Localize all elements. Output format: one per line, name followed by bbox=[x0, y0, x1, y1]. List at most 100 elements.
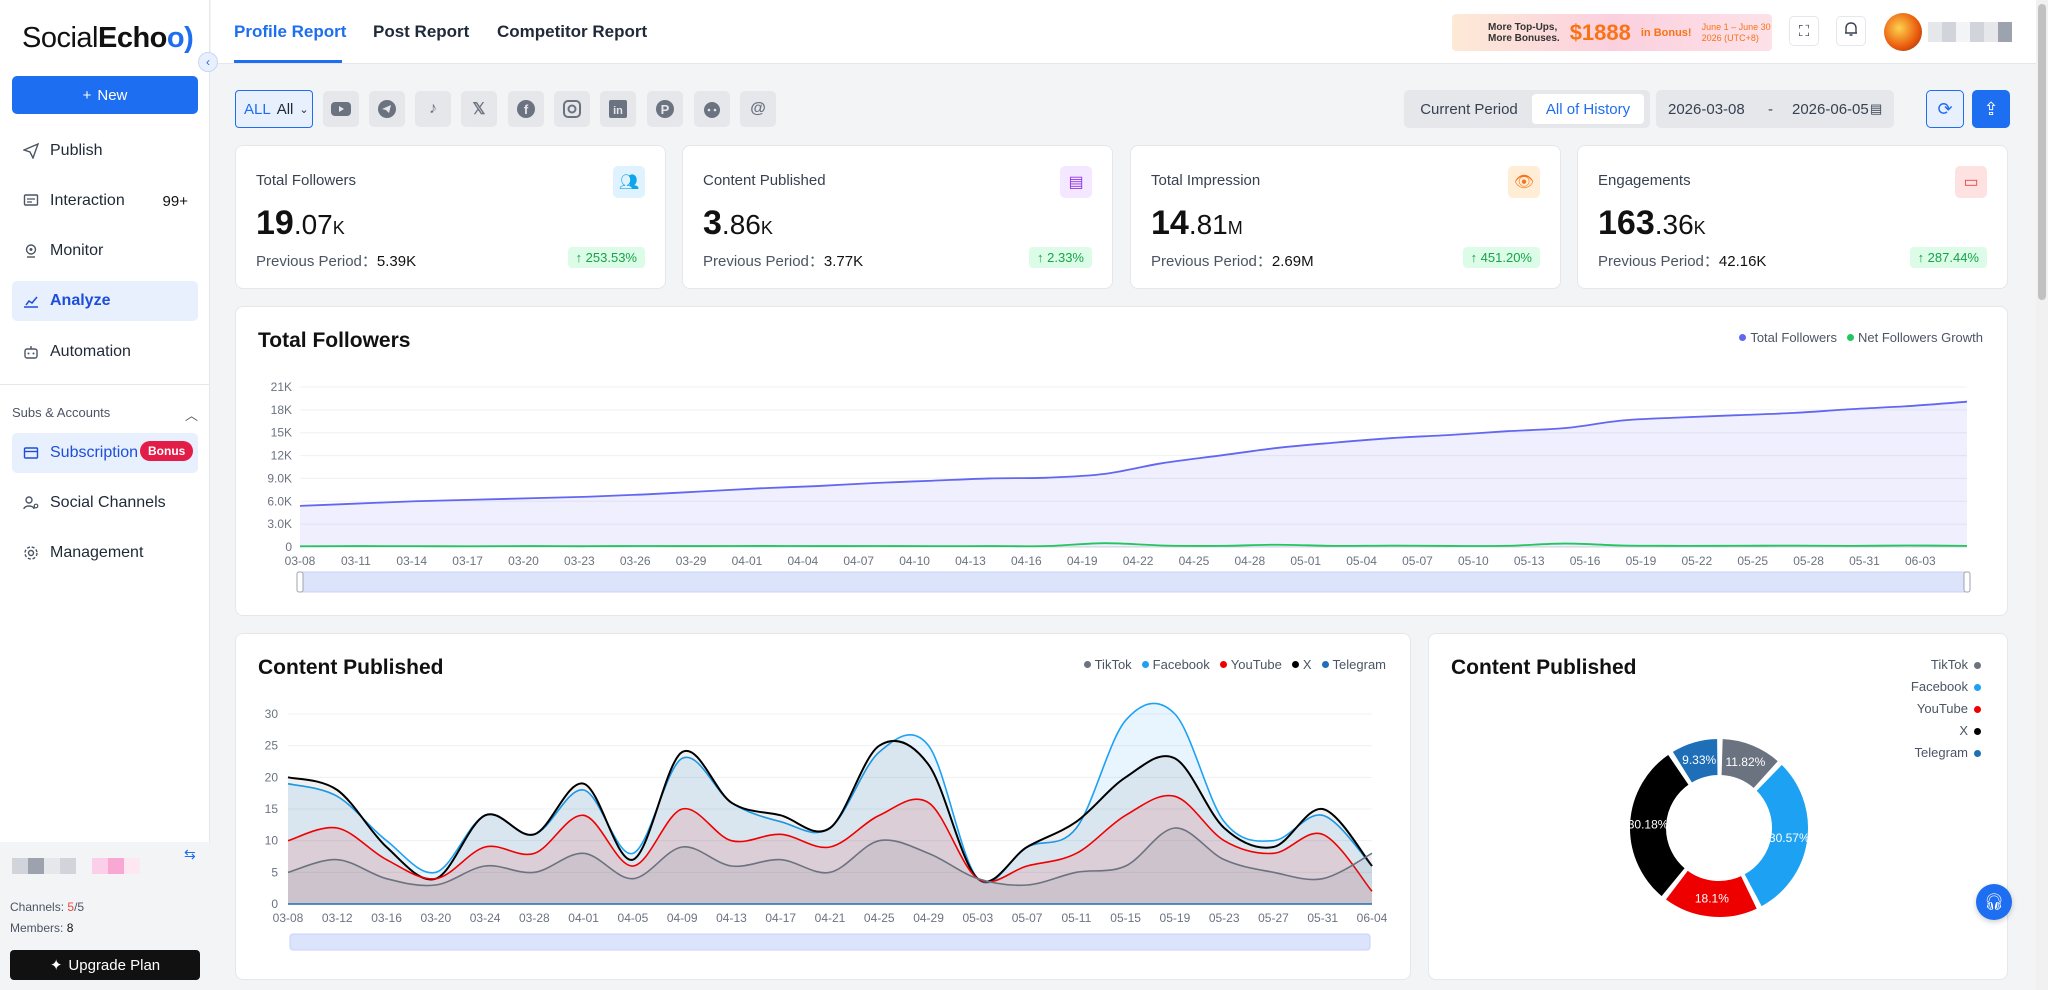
tab-competitor-report[interactable]: Competitor Report bbox=[497, 22, 648, 41]
facebook-icon[interactable]: f bbox=[508, 91, 544, 127]
x-tick-label: 04-19 bbox=[1067, 554, 1098, 568]
x-tick-label: 03-20 bbox=[420, 911, 451, 925]
support-button[interactable]: 🎧︎ bbox=[1976, 884, 2012, 920]
notifications-button[interactable] bbox=[1836, 16, 1866, 46]
members-count: Members: 8 bbox=[10, 921, 74, 935]
date-range-picker[interactable]: 2026-03-08 - 2026-06-05 ▤ bbox=[1656, 90, 1894, 128]
x-tick-label: 03-24 bbox=[470, 911, 501, 925]
upgrade-plan-button[interactable]: ✦ Upgrade Plan bbox=[10, 950, 200, 980]
location-icon bbox=[22, 242, 40, 260]
x-tick-label: 04-13 bbox=[716, 911, 747, 925]
promo-amount: $1888 bbox=[1569, 19, 1631, 45]
legend-facebook[interactable]: Facebook bbox=[1911, 676, 1981, 698]
robot-icon bbox=[22, 343, 40, 361]
fullscreen-button[interactable]: ⛶ bbox=[1789, 16, 1819, 46]
current-period-option[interactable]: Current Period bbox=[1420, 100, 1518, 118]
legend-tiktok[interactable]: TikTok bbox=[1911, 654, 1981, 676]
y-tick-label: 15 bbox=[265, 802, 279, 816]
legend-youtube[interactable]: YouTube bbox=[1219, 657, 1282, 672]
stat-value: 3.86K bbox=[703, 204, 773, 242]
x-tick-label: 04-16 bbox=[1011, 554, 1042, 568]
series-line-tiktok bbox=[287, 827, 1373, 887]
series-area-x bbox=[288, 740, 1372, 904]
panel-title: Total Followers bbox=[258, 329, 411, 352]
promo-suffix: in Bonus! bbox=[1640, 26, 1692, 39]
chat-icon bbox=[22, 192, 40, 210]
legend-x[interactable]: X bbox=[1911, 720, 1981, 742]
switch-icon[interactable]: ⇆ bbox=[184, 846, 196, 862]
pie-legend: TikTok Facebook YouTube X Telegram bbox=[1911, 654, 1981, 764]
zoom-slider bbox=[289, 933, 1371, 951]
series-area-total-followers bbox=[300, 401, 1967, 547]
user-name-blurred[interactable] bbox=[1928, 22, 2012, 42]
selected-value: All bbox=[276, 100, 294, 118]
legend-net-followers-growth[interactable]: Net Followers Growth bbox=[1847, 330, 1983, 345]
reddit-icon[interactable] bbox=[694, 91, 730, 127]
active-tab-indicator bbox=[234, 60, 342, 63]
account-avatars[interactable] bbox=[12, 858, 140, 874]
linkedin-icon[interactable]: in bbox=[600, 91, 636, 127]
stat-title: Engagements bbox=[1598, 172, 1691, 189]
x-icon[interactable]: 𝕏 bbox=[461, 91, 497, 127]
tab-profile-report[interactable]: Profile Report bbox=[234, 22, 347, 41]
new-button-label: New bbox=[97, 86, 128, 104]
sidebar-item-analyze[interactable]: Analyze bbox=[12, 281, 198, 321]
legend-telegram[interactable]: Telegram bbox=[1911, 742, 1981, 764]
series-line-net-followers-growth bbox=[299, 542, 1968, 548]
pie-label-x: 30.18% bbox=[1628, 818, 1669, 832]
x-tick-label: 04-07 bbox=[843, 554, 874, 568]
panel-title: Content Published bbox=[258, 656, 444, 679]
telegram-icon[interactable] bbox=[369, 91, 405, 127]
x-tick-label: 03-26 bbox=[620, 554, 651, 568]
legend-youtube[interactable]: YouTube bbox=[1911, 698, 1981, 720]
legend-facebook[interactable]: Facebook bbox=[1141, 657, 1210, 672]
user-avatar[interactable] bbox=[1884, 13, 1922, 51]
x-tick-label: 03-11 bbox=[341, 554, 371, 568]
sidebar-item-publish[interactable]: Publish bbox=[12, 131, 198, 171]
upload-icon: ⇪ bbox=[1983, 98, 1999, 119]
new-button[interactable]: + New bbox=[12, 76, 198, 114]
threads-icon[interactable]: @ bbox=[740, 91, 776, 127]
all-history-option[interactable]: All of History bbox=[1532, 94, 1644, 124]
interaction-count-badge: 99+ bbox=[162, 192, 188, 210]
total-followers-chart: 0 3.0K 6.0K 9.0K 12K 15K 18K 21K 03-08 03-11 03-14… bbox=[267, 380, 1971, 593]
sidebar-item-interaction[interactable]: Interaction 99+ bbox=[12, 181, 198, 221]
tiktok-icon[interactable]: ♪ bbox=[415, 91, 451, 127]
svg-text:P: P bbox=[661, 102, 670, 117]
platform-select[interactable]: ALL All ⌄ bbox=[235, 90, 313, 128]
stat-card-content-published: Content Published ▤ 3.86K Previous Perio… bbox=[682, 145, 1113, 289]
export-button[interactable]: ⇪ bbox=[1972, 90, 2010, 128]
pie-label-facebook: 30.57% bbox=[1769, 831, 1810, 845]
scrollbar-thumb[interactable] bbox=[2038, 4, 2046, 300]
app-logo[interactable]: SocialEchoo) bbox=[22, 22, 194, 54]
all-label: ALL bbox=[244, 100, 271, 118]
chevron-left-icon: ‹ bbox=[206, 55, 210, 69]
x-tick-label: 06-04 bbox=[1357, 911, 1388, 925]
youtube-icon[interactable] bbox=[323, 91, 359, 127]
content-published-line-panel: Content Published TikTok Facebook YouTube X… bbox=[235, 633, 1411, 980]
sidebar-item-monitor[interactable]: Monitor bbox=[12, 231, 198, 271]
sidebar-item-management[interactable]: Management bbox=[12, 533, 198, 573]
x-tick-label: 05-25 bbox=[1737, 554, 1768, 568]
y-tick-label: 6.0K bbox=[267, 494, 292, 508]
instagram-icon[interactable] bbox=[554, 91, 590, 127]
tab-post-report[interactable]: Post Report bbox=[373, 22, 470, 41]
refresh-button[interactable]: ⟳ bbox=[1926, 90, 1964, 128]
legend-x[interactable]: X bbox=[1291, 657, 1312, 672]
sidebar-item-automation[interactable]: Automation bbox=[12, 332, 198, 372]
subs-accounts-section[interactable]: Subs & Accounts ︿ bbox=[12, 405, 198, 424]
stat-title: Content Published bbox=[703, 172, 826, 189]
x-tick-label: 04-25 bbox=[1179, 554, 1210, 568]
pinterest-icon[interactable]: P bbox=[647, 91, 683, 127]
sidebar-item-social-channels[interactable]: Social Channels bbox=[12, 483, 198, 523]
x-tick-label: 04-22 bbox=[1123, 554, 1154, 568]
x-tick-label: 04-13 bbox=[955, 554, 986, 568]
legend-telegram[interactable]: Telegram bbox=[1321, 657, 1386, 672]
collapse-sidebar-button[interactable]: ‹ bbox=[198, 52, 218, 72]
date-end: 2026-06-05 bbox=[1792, 100, 1869, 118]
x-tick-label: 05-19 bbox=[1626, 554, 1657, 568]
promo-banner[interactable]: More Top-Ups, More Bonuses. $1888 in Bonu… bbox=[1452, 14, 1772, 51]
legend-tiktok[interactable]: TikTok bbox=[1083, 657, 1132, 672]
chevron-up-icon[interactable]: ︿ bbox=[184, 408, 198, 423]
legend-total-followers[interactable]: Total Followers bbox=[1739, 330, 1837, 345]
